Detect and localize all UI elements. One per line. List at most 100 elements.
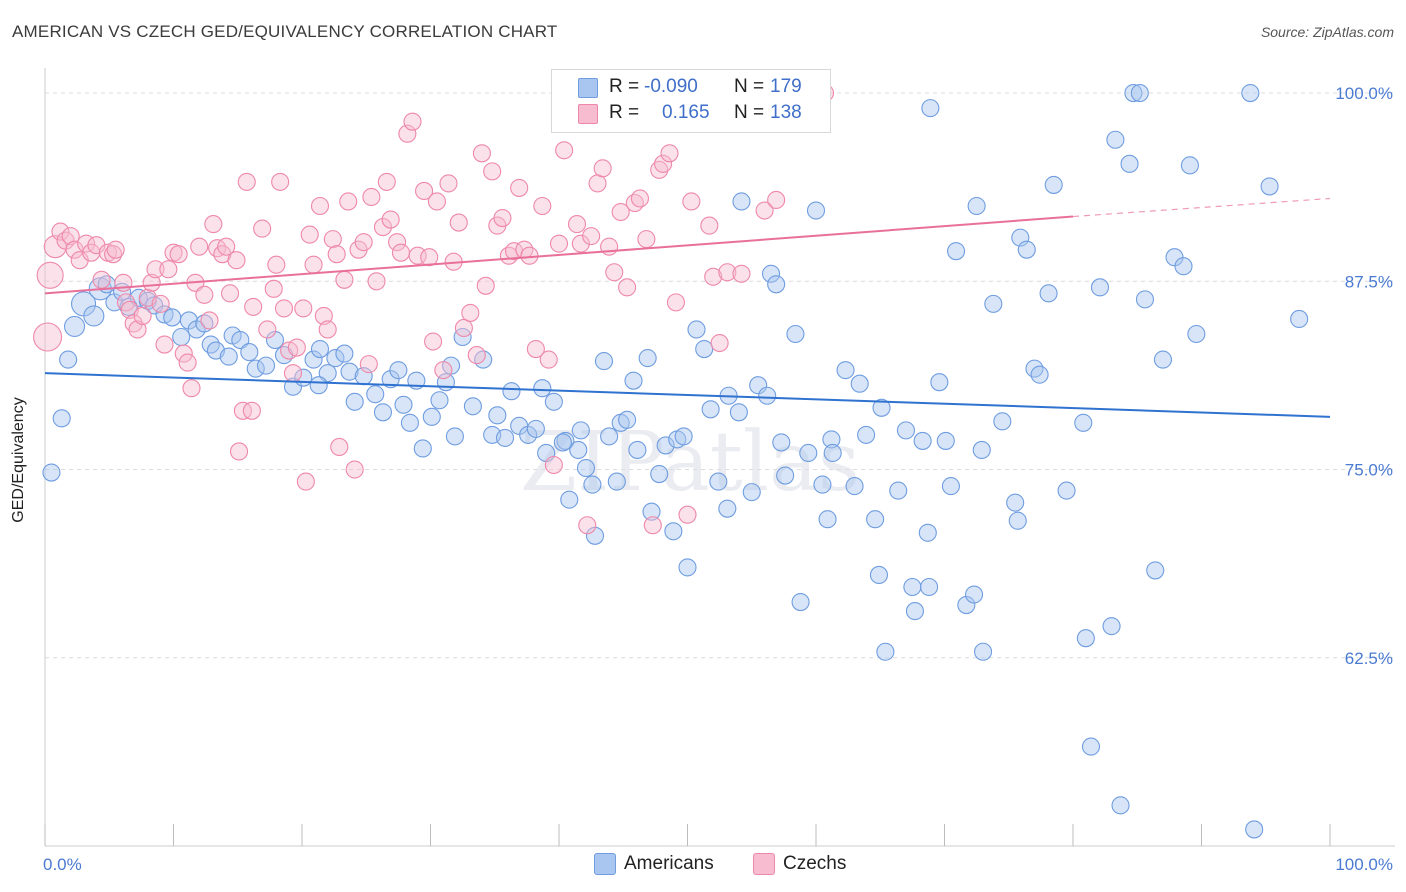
american-point	[600, 427, 619, 446]
american-point	[1120, 154, 1139, 173]
czech-point	[182, 379, 201, 398]
american-point	[869, 565, 889, 584]
american-point	[818, 510, 837, 529]
czech-point	[654, 154, 673, 173]
czech-point	[449, 213, 468, 232]
american-point	[310, 340, 330, 359]
american-point	[163, 308, 182, 327]
czech-point	[439, 174, 458, 193]
american-point	[761, 264, 781, 283]
y-tick-labels: 62.5% 75.0% 87.5% 100.0%	[1335, 84, 1393, 668]
czech-point	[33, 322, 63, 352]
czech-point	[427, 192, 446, 211]
czech-point	[549, 234, 569, 253]
american-point	[813, 475, 832, 494]
american-point	[628, 440, 647, 460]
american-point	[866, 510, 885, 529]
czech-point	[588, 174, 607, 193]
czech-point	[339, 192, 358, 211]
american-point	[381, 370, 400, 389]
american-point	[1146, 561, 1165, 580]
american-point	[876, 642, 895, 661]
y-tick-label: 87.5%	[1345, 272, 1393, 291]
american-point	[445, 427, 464, 446]
american-point	[642, 502, 661, 521]
czech-point	[217, 237, 236, 256]
czech-swatch-icon	[578, 104, 598, 124]
american-point	[172, 327, 191, 347]
czech-point	[330, 437, 349, 456]
czech-point	[327, 245, 346, 264]
americans-legend-icon	[594, 853, 616, 875]
american-point	[1130, 84, 1149, 103]
czech-points	[33, 84, 835, 535]
american-point	[413, 439, 432, 458]
czech-point	[190, 237, 209, 256]
czech-point	[264, 279, 283, 298]
czech-point	[403, 112, 422, 131]
czech-point	[520, 246, 539, 265]
czech-point	[660, 144, 679, 163]
czech-point	[159, 260, 178, 279]
czech-point	[373, 218, 393, 237]
czech-point	[208, 239, 227, 258]
american-point	[709, 472, 728, 491]
american-point	[1025, 359, 1044, 378]
czech-point	[258, 320, 277, 339]
czech-point	[710, 333, 729, 353]
czech-point	[666, 293, 685, 312]
czech-point	[200, 311, 219, 330]
czech-point	[420, 248, 439, 267]
czechs-legend-icon	[753, 853, 775, 875]
american-point	[695, 340, 714, 359]
american-point	[335, 344, 354, 363]
czech-point	[544, 455, 563, 475]
czech-point	[704, 267, 723, 286]
czech-point	[304, 255, 323, 274]
czech-point	[718, 263, 737, 282]
american-point	[453, 327, 472, 347]
american-point	[544, 392, 563, 411]
american-point	[650, 464, 669, 484]
czech-point	[476, 276, 495, 295]
american-point	[1241, 84, 1260, 103]
americans-legend-label: Americans	[624, 853, 714, 874]
american-point	[42, 463, 61, 482]
czech-point	[195, 285, 214, 304]
czech-point	[578, 516, 597, 535]
czech-point	[36, 261, 64, 289]
american-point	[1153, 350, 1172, 369]
legend-row-americans: R = -0.090 N = 179	[552, 74, 830, 100]
american-point	[607, 472, 626, 491]
czech-point	[314, 306, 333, 325]
czech-point	[155, 335, 174, 354]
czech-point	[142, 273, 161, 292]
czech-point	[377, 172, 396, 191]
czech-point	[434, 361, 453, 380]
american-point	[889, 481, 908, 500]
n-label: N =	[734, 102, 765, 123]
czech-point	[533, 196, 552, 216]
american-point	[729, 403, 748, 422]
american-point	[1290, 309, 1309, 328]
american-point	[1074, 413, 1093, 432]
american-point	[718, 499, 737, 518]
american-point	[1030, 365, 1049, 384]
czech-point	[227, 251, 246, 270]
american-point	[823, 443, 842, 463]
american-point	[1124, 84, 1143, 103]
american-point	[179, 311, 198, 330]
american-point	[678, 558, 697, 577]
american-point	[921, 99, 940, 118]
american-point	[463, 397, 482, 416]
american-point	[576, 458, 596, 478]
czech-point	[294, 299, 313, 318]
czech-point	[454, 318, 473, 338]
czech-point	[106, 240, 125, 259]
czech-point	[767, 190, 786, 210]
american-point	[1017, 240, 1036, 259]
czech-point	[483, 162, 502, 181]
american-point	[905, 602, 924, 621]
american-point	[1102, 617, 1121, 636]
